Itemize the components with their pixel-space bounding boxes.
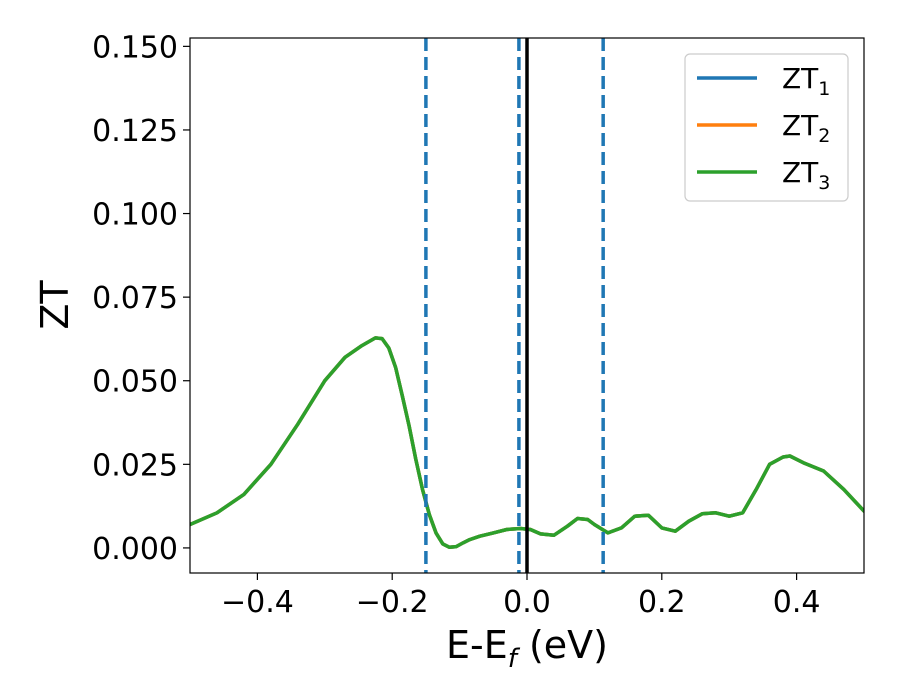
legend-box [684, 53, 849, 202]
legend-label-zt1: ZT1 [782, 62, 830, 100]
x-tick-label: −0.4 [221, 585, 294, 620]
y-tick-label: 0.150 [92, 30, 178, 65]
x-tick-label: 0.4 [773, 585, 821, 620]
y-tick-label: 0.025 [92, 448, 178, 483]
y-tick-label: 0.075 [92, 281, 178, 316]
x-tick-label: 0.2 [638, 585, 686, 620]
legend: ZT1 ZT2 ZT3 [684, 53, 849, 202]
x-tick-label: 0.0 [503, 585, 551, 620]
y-tick-label: 0.100 [92, 198, 178, 233]
x-axis-label: E-Ef (eV) [446, 623, 608, 674]
legend-label-zt3: ZT3 [782, 156, 830, 194]
y-axis-label: ZT [33, 280, 77, 330]
series-line-zt3 [190, 336, 864, 550]
y-tick-label: 0.050 [92, 365, 178, 400]
y-tick-label: 0.125 [92, 114, 178, 149]
x-tick-label: −0.2 [356, 585, 429, 620]
y-tick-label: 0.000 [92, 532, 178, 567]
legend-label-zt2: ZT2 [782, 109, 830, 147]
